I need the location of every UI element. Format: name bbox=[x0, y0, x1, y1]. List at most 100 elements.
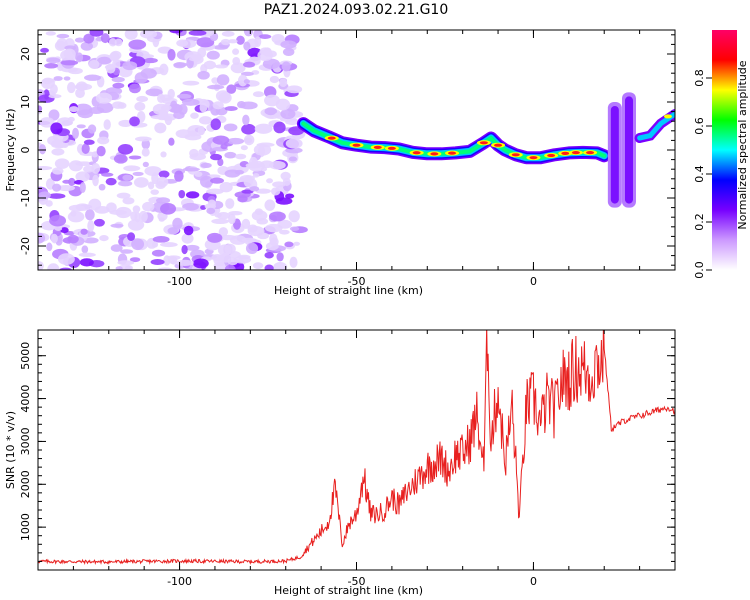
noise-blob bbox=[206, 232, 223, 243]
noise-blob bbox=[84, 74, 102, 81]
noise-blob bbox=[56, 33, 70, 39]
noise-blob bbox=[54, 226, 63, 231]
trace-peak bbox=[352, 143, 361, 147]
noise-blob bbox=[47, 263, 60, 270]
noise-blob bbox=[83, 139, 95, 145]
noise-blob bbox=[142, 161, 149, 168]
noise-blob bbox=[75, 52, 84, 63]
noise-blob bbox=[80, 228, 88, 235]
noise-blob bbox=[255, 188, 271, 194]
noise-blob bbox=[168, 137, 175, 146]
noise-blob bbox=[51, 148, 65, 156]
noise-blob bbox=[188, 56, 201, 62]
noise-blob bbox=[226, 84, 237, 94]
noise-blob bbox=[138, 210, 148, 223]
snr-panel: -100 -50 0 1000 2000 3000 4000 5000 Height of st… bbox=[4, 329, 676, 597]
noise-blob bbox=[76, 124, 86, 129]
noise-blob bbox=[152, 241, 159, 248]
noise-blob bbox=[198, 116, 212, 125]
noise-blob bbox=[75, 161, 93, 167]
spectrogram-y-tick-label: 20 bbox=[19, 47, 32, 61]
noise-blob bbox=[285, 118, 300, 126]
noise-blob bbox=[185, 244, 200, 251]
noise-blob bbox=[288, 210, 300, 223]
noise-blob bbox=[123, 165, 141, 172]
spectrogram-y-tick-label: 0 bbox=[19, 147, 32, 154]
noise-blob bbox=[221, 31, 235, 37]
noise-blob bbox=[111, 76, 125, 83]
noise-blob bbox=[81, 245, 89, 254]
noise-blob bbox=[200, 175, 214, 188]
noise-blob bbox=[206, 207, 216, 214]
noise-blob bbox=[181, 98, 200, 106]
snr-y-axis-title: SNR (10 * v/v) bbox=[4, 411, 17, 489]
noise-blob bbox=[134, 101, 146, 112]
noise-blob bbox=[172, 217, 183, 230]
noise-blob bbox=[127, 232, 136, 241]
colorbar-tick-label: 0.8 bbox=[693, 69, 706, 87]
noise-blob bbox=[88, 59, 100, 69]
noise-blob bbox=[218, 227, 229, 237]
noise-blob bbox=[105, 63, 116, 74]
noise-blob bbox=[258, 34, 272, 39]
noise-blob bbox=[214, 212, 222, 218]
noise-blob bbox=[232, 48, 240, 55]
noise-blob bbox=[136, 95, 149, 102]
noise-blob bbox=[181, 244, 188, 255]
noise-blob bbox=[39, 117, 55, 128]
noise-blob bbox=[103, 119, 111, 130]
trace-peak bbox=[494, 143, 503, 147]
noise-blob bbox=[109, 209, 127, 215]
noise-blob bbox=[60, 60, 79, 66]
noise-blob bbox=[285, 138, 303, 149]
snr-x-tick-label: -100 bbox=[167, 575, 192, 588]
noise-blob bbox=[42, 78, 56, 83]
noise-blob bbox=[243, 61, 256, 68]
noise-blob bbox=[181, 233, 194, 244]
noise-blob bbox=[289, 256, 298, 268]
noise-blob bbox=[129, 257, 141, 263]
snr-x-tick-label: -50 bbox=[348, 575, 366, 588]
noise-blob bbox=[256, 142, 275, 148]
noise-blob bbox=[249, 186, 260, 192]
noise-blob bbox=[122, 61, 138, 71]
noise-blob bbox=[230, 62, 246, 74]
noise-blob bbox=[106, 202, 117, 213]
noise-blob bbox=[120, 249, 134, 254]
noise-blob bbox=[144, 166, 162, 176]
noise-blob bbox=[87, 124, 97, 134]
snr-y-tick-label: 2000 bbox=[19, 470, 32, 498]
noise-blob bbox=[218, 91, 232, 104]
snr-y-tick-label: 3000 bbox=[19, 427, 32, 455]
noise-blob bbox=[264, 264, 274, 270]
noise-blob bbox=[178, 189, 186, 199]
noise-blob bbox=[176, 259, 194, 267]
snr-y-tick-label: 4000 bbox=[19, 385, 32, 413]
noise-blob bbox=[173, 62, 186, 69]
spectrogram-x-tick-label: 0 bbox=[530, 275, 537, 288]
noise-blob bbox=[160, 242, 178, 248]
noise-blob bbox=[157, 267, 173, 270]
noise-blob bbox=[277, 219, 293, 229]
noise-blob bbox=[182, 202, 199, 211]
streak-inner bbox=[610, 106, 619, 204]
noise-blob bbox=[75, 171, 90, 182]
noise-blob bbox=[49, 214, 67, 227]
spectrogram-y-tick-label: -20 bbox=[19, 237, 32, 255]
noise-blob bbox=[223, 123, 238, 132]
noise-blob bbox=[38, 166, 53, 171]
noise-blob bbox=[254, 123, 273, 134]
noise-blob bbox=[99, 234, 109, 242]
noise-blob bbox=[188, 30, 207, 36]
noise-blob bbox=[141, 148, 150, 157]
noise-blob bbox=[279, 78, 288, 88]
noise-blob bbox=[95, 92, 113, 104]
noise-blob bbox=[211, 218, 230, 225]
noise-blob bbox=[199, 102, 208, 113]
noise-blob bbox=[243, 79, 250, 84]
noise-blob bbox=[39, 144, 46, 155]
noise-blob bbox=[72, 127, 79, 140]
chart-title: PAZ1.2024.093.02.21.G10 bbox=[264, 2, 449, 18]
noise-blob bbox=[259, 47, 272, 56]
